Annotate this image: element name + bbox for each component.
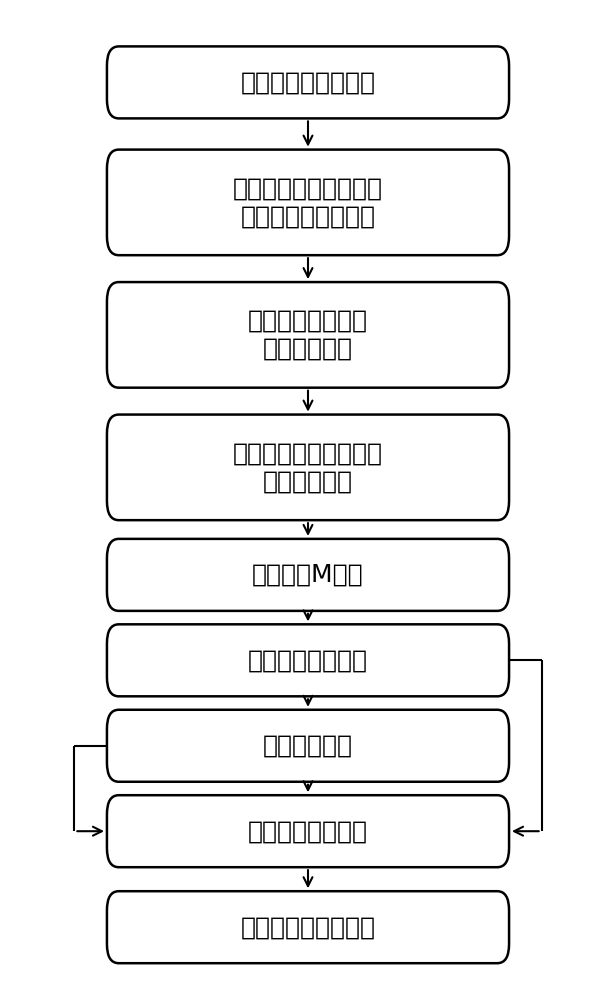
Text: 求解内外参数初值: 求解内外参数初值 [248, 648, 368, 672]
FancyBboxPatch shape [107, 710, 509, 782]
Text: 标定参数整体优化: 标定参数整体优化 [248, 819, 368, 843]
FancyBboxPatch shape [107, 624, 509, 696]
Text: 左右相机采集图像获取
二维像素坐标: 左右相机采集图像获取 二维像素坐标 [233, 441, 383, 493]
Text: 计算标定控制点数量: 计算标定控制点数量 [240, 70, 376, 94]
FancyBboxPatch shape [107, 795, 509, 867]
Text: 安装相机、布置控制点
摆放共线约束标定尺: 安装相机、布置控制点 摆放共线约束标定尺 [233, 176, 383, 228]
Text: 求解畸变系数: 求解畸变系数 [263, 734, 353, 758]
FancyBboxPatch shape [107, 150, 509, 255]
FancyBboxPatch shape [107, 46, 509, 118]
Text: 测量标定控制点的
空间三维坐标: 测量标定控制点的 空间三维坐标 [248, 309, 368, 361]
FancyBboxPatch shape [107, 539, 509, 611]
FancyBboxPatch shape [107, 415, 509, 520]
FancyBboxPatch shape [107, 891, 509, 963]
FancyBboxPatch shape [107, 282, 509, 388]
Text: 求解标定M矩阵: 求解标定M矩阵 [252, 563, 364, 587]
Text: 完成大视场相机标定: 完成大视场相机标定 [240, 915, 376, 939]
